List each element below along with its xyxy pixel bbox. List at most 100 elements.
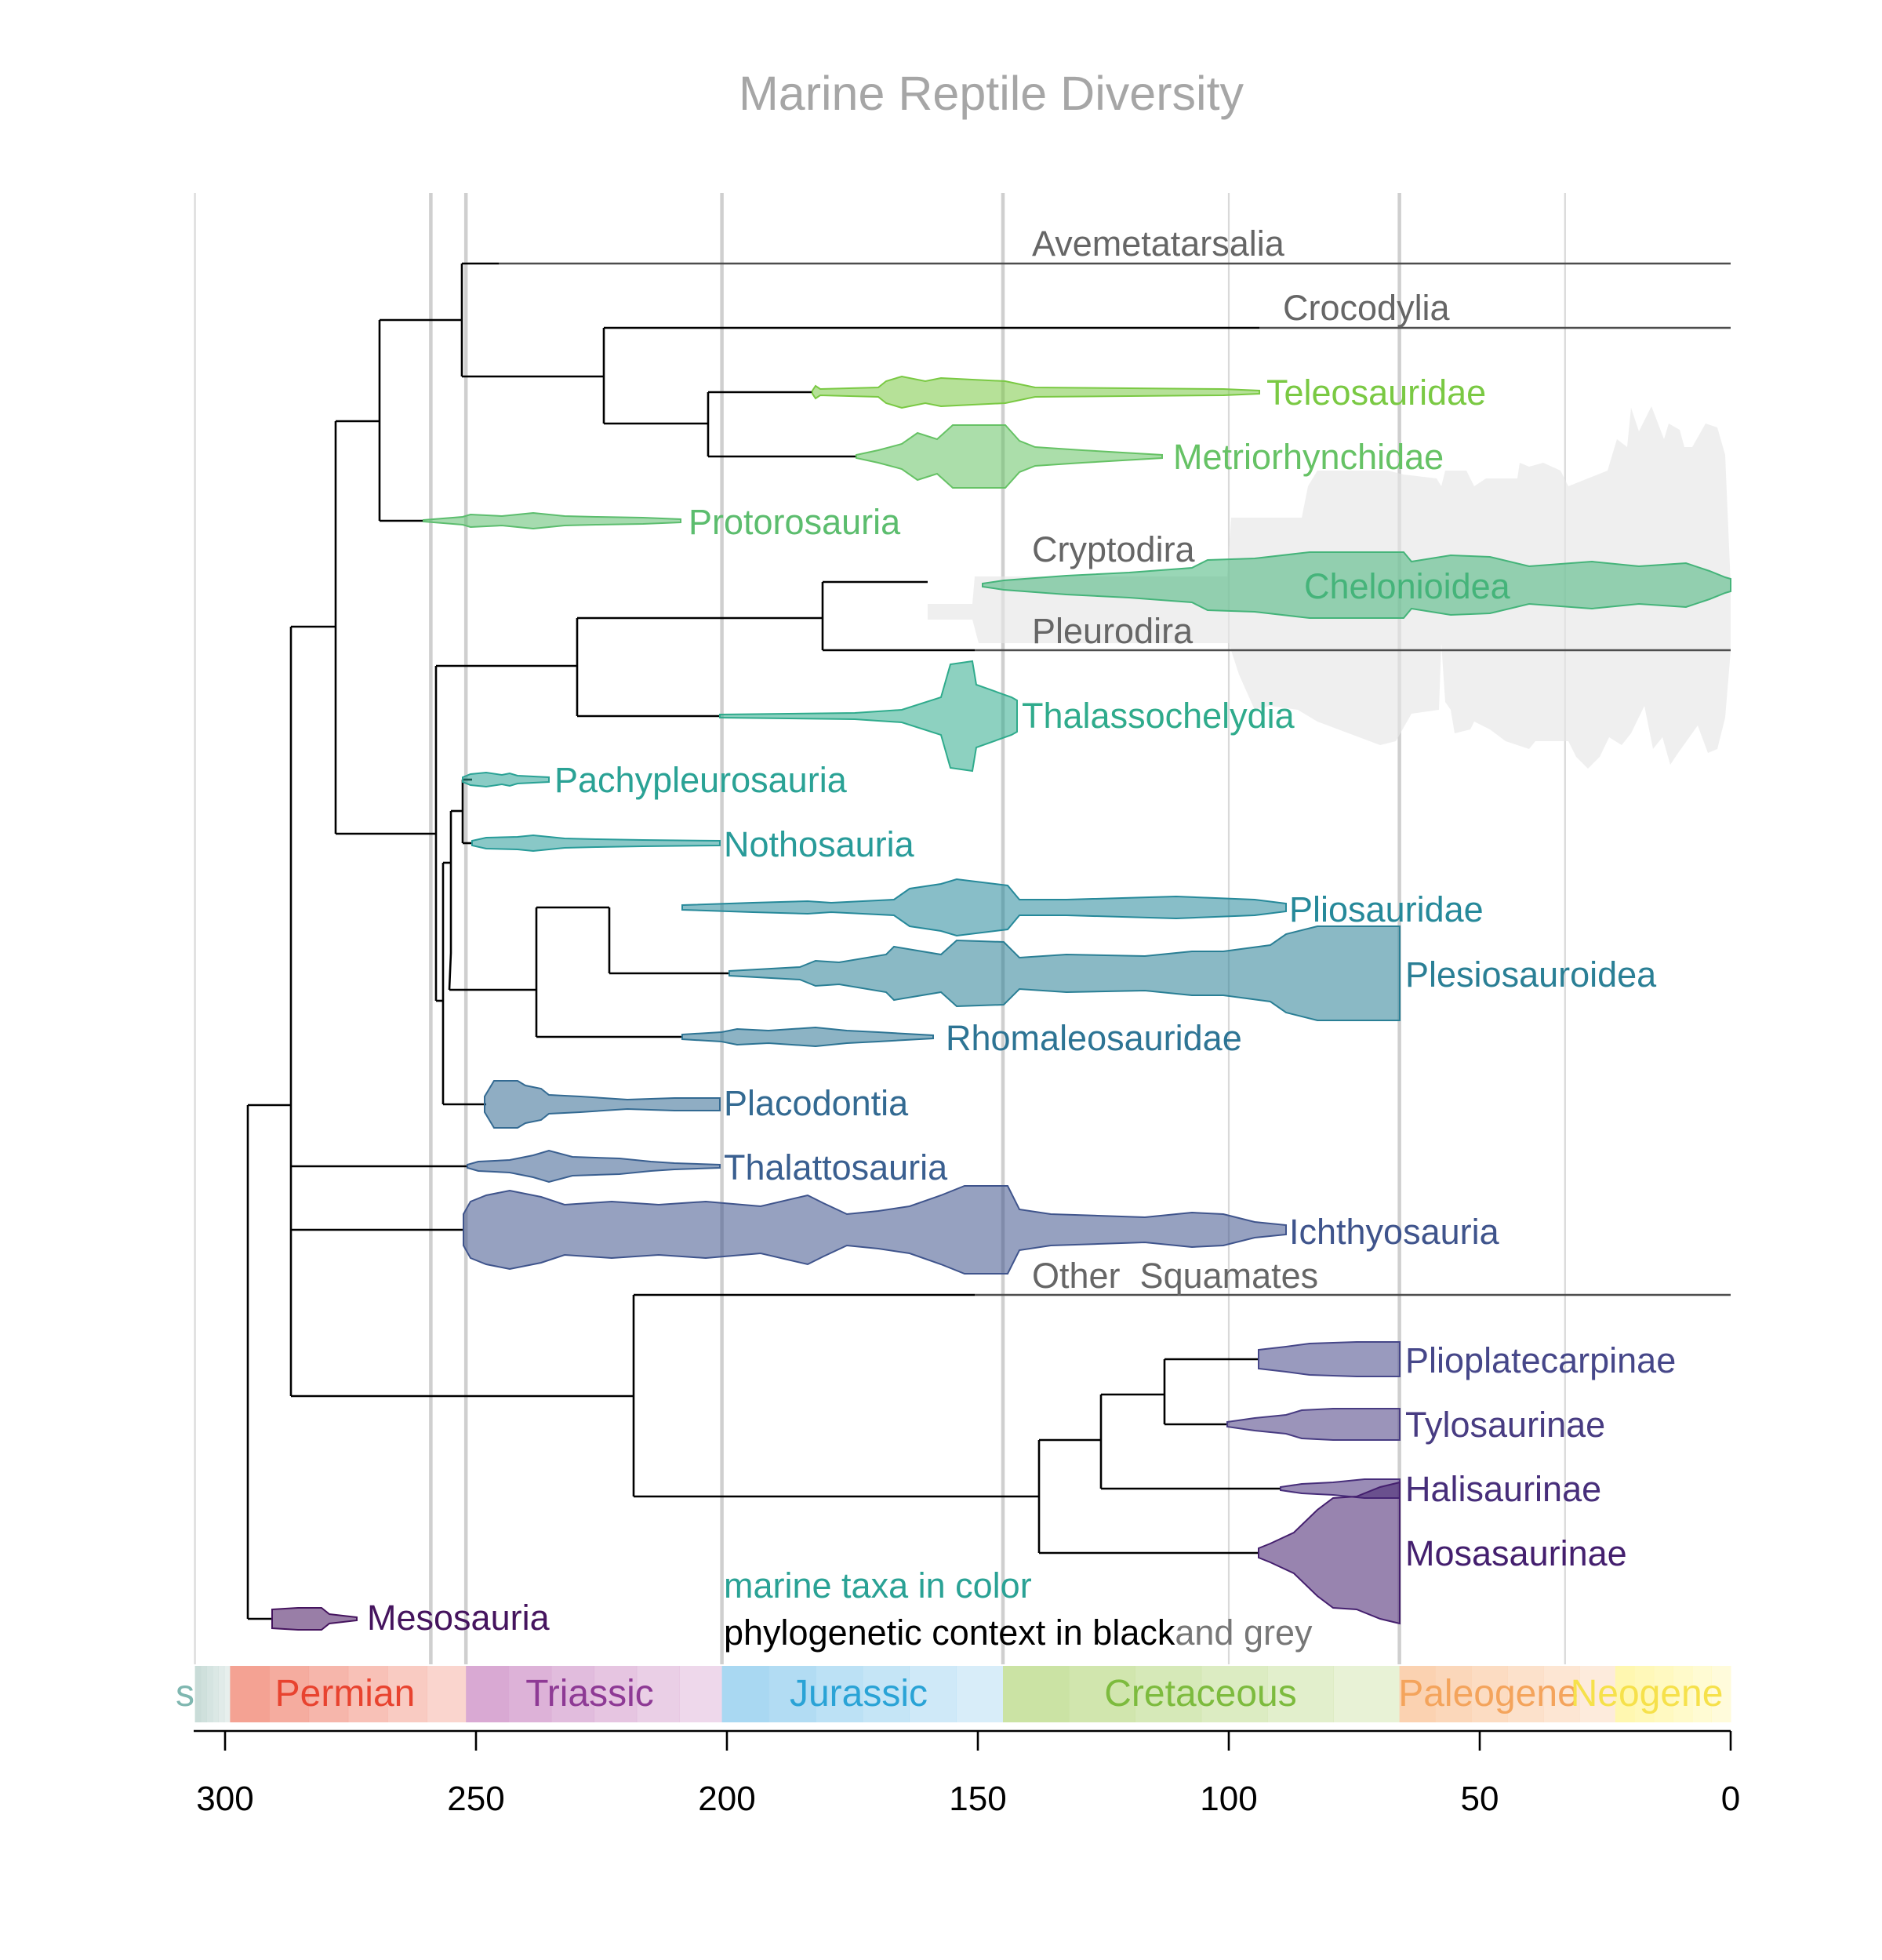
label-thalassochelydia: Thalassochelydia (1022, 696, 1295, 736)
label-rhomaleosauridae: Rhomaleosauridae (946, 1018, 1242, 1058)
axis-tick-label: 150 (949, 1780, 1006, 1818)
range-pachypleurosauria (462, 771, 550, 788)
range-plesiosauroidea (728, 925, 1401, 1021)
period-band-neogene (1615, 1666, 1635, 1722)
period-band-carboniferous (218, 1666, 225, 1722)
axis-tick-label: 250 (447, 1780, 504, 1818)
axis-tick-label: 0 (1721, 1780, 1740, 1818)
period-band-carboniferous (206, 1666, 213, 1722)
period-band-paleogene (1399, 1666, 1436, 1722)
label-other-squamates: Other Squamates (1032, 1256, 1318, 1296)
period-label-triassic: Triassic (525, 1673, 654, 1715)
diagram-title: Marine Reptile Diversity (739, 67, 1244, 120)
legend-context-grey: and grey (1175, 1613, 1313, 1653)
label-teleosauridae: Teleosauridae (1266, 373, 1486, 413)
period-band-cretaceous (1267, 1666, 1334, 1722)
label-avemetatarsalia: Avemetatarsalia (1032, 224, 1285, 264)
label-mesosauria: Mesosauria (367, 1598, 550, 1638)
range-plioplatecarpinae (1258, 1341, 1401, 1377)
range-rhomaleosauridae (681, 1026, 934, 1048)
period-label-carboniferous: s (176, 1673, 194, 1715)
period-band-paleogene (1579, 1666, 1616, 1722)
period-band-carboniferous (213, 1666, 219, 1722)
label-protorosauria: Protorosauria (688, 502, 901, 542)
label-crocodylia: Crocodylia (1283, 288, 1451, 328)
period-band-neogene (1673, 1666, 1693, 1722)
period-band-jurassic (768, 1666, 816, 1722)
period-band-neogene (1691, 1666, 1712, 1722)
tree-branch (448, 952, 452, 991)
period-band-triassic (679, 1666, 723, 1722)
period-band-permian (269, 1666, 310, 1722)
range-ichthyosauria (463, 1185, 1287, 1275)
label-chelonioidea: Chelonioidea (1304, 566, 1511, 606)
label-placodontia: Placodontia (724, 1083, 909, 1123)
axis-tick-label: 50 (1461, 1780, 1499, 1818)
period-band-cretaceous (1135, 1666, 1202, 1722)
period-label-jurassic: Jurassic (790, 1673, 928, 1715)
time-axis: 300 250 200 150 100 50 0 (194, 1729, 1740, 1818)
period-band-paleogene (1507, 1666, 1544, 1722)
range-mosasaurinae (1258, 1481, 1401, 1625)
period-band-jurassic (909, 1666, 957, 1722)
period-band-paleogene (1471, 1666, 1508, 1722)
period-band-triassic (551, 1666, 594, 1722)
label-mosasaurinae: Mosasaurinae (1405, 1533, 1627, 1573)
range-chelonioidea (982, 551, 1731, 619)
period-labels: s Permian Triassic Jurassic Cretaceous P… (176, 1673, 1723, 1715)
period-band-jurassic (816, 1666, 863, 1722)
period-band-permian (427, 1666, 467, 1722)
range-thalassochelydia (719, 660, 1018, 773)
label-pachypleurosauria: Pachypleurosauria (554, 760, 848, 800)
label-ichthyosauria: Ichthyosauria (1289, 1212, 1500, 1252)
period-band-jurassic (721, 1666, 769, 1722)
axis-tick-label: 300 (196, 1780, 253, 1818)
range-nothosauria (471, 834, 721, 853)
period-label-paleogene: Paleogene (1398, 1673, 1579, 1715)
label-tylosaurinae: Tylosaurinae (1405, 1405, 1605, 1445)
range-metriorhynchidae (856, 424, 1163, 489)
legend-note: marine taxa in color phylogenetic contex… (724, 1565, 1313, 1653)
label-thalattosauria: Thalattosauria (724, 1147, 948, 1187)
taxon-labels: Avemetatarsalia Crocodylia Teleosauridae… (367, 224, 1676, 1638)
range-protorosauria (423, 511, 681, 530)
period-band-carboniferous (201, 1666, 208, 1722)
label-halisaurinae: Halisaurinae (1405, 1469, 1601, 1509)
label-cryptodira: Cryptodira (1032, 529, 1196, 569)
period-bar (194, 1666, 1731, 1722)
period-band-triassic (636, 1666, 680, 1722)
label-nothosauria: Nothosauria (724, 824, 915, 864)
taxon-ranges (271, 375, 1731, 1631)
legend-context-note: phylogenetic context in blackand grey (724, 1613, 1313, 1653)
period-band-triassic (594, 1666, 638, 1722)
period-band-cretaceous (1333, 1666, 1401, 1722)
period-label-permian: Permian (275, 1673, 416, 1715)
range-pliosauridae (681, 878, 1287, 937)
period-label-cretaceous: Cretaceous (1104, 1673, 1296, 1715)
label-plesiosauroidea: Plesiosauroidea (1405, 955, 1657, 995)
period-band-cretaceous (1201, 1666, 1268, 1722)
period-band-permian (387, 1666, 427, 1722)
period-band-paleogene (1543, 1666, 1580, 1722)
period-band-permian (308, 1666, 349, 1722)
range-mesosauria (271, 1607, 358, 1631)
period-band-paleogene (1435, 1666, 1472, 1722)
range-placodontia (484, 1080, 721, 1129)
label-metriorhynchidae: Metriorhynchidae (1173, 437, 1444, 477)
range-tylosaurinae (1226, 1408, 1401, 1441)
period-band-triassic (466, 1666, 510, 1722)
label-pleurodira: Pleurodira (1032, 611, 1194, 651)
label-plioplatecarpinae: Plioplatecarpinae (1405, 1340, 1676, 1380)
period-band-triassic (508, 1666, 552, 1722)
label-pliosauridae: Pliosauridae (1289, 889, 1484, 929)
axis-tick-label: 100 (1200, 1780, 1257, 1818)
legend-marine-note: marine taxa in color (724, 1565, 1032, 1605)
period-band-neogene (1653, 1666, 1673, 1722)
period-label-neogene: Neogene (1571, 1673, 1724, 1715)
period-band-cretaceous (1003, 1666, 1070, 1722)
period-band-neogene (1634, 1666, 1655, 1722)
period-band-jurassic (956, 1666, 1004, 1722)
axis-tick-label: 200 (698, 1780, 755, 1818)
range-thalattosauria (467, 1149, 721, 1184)
